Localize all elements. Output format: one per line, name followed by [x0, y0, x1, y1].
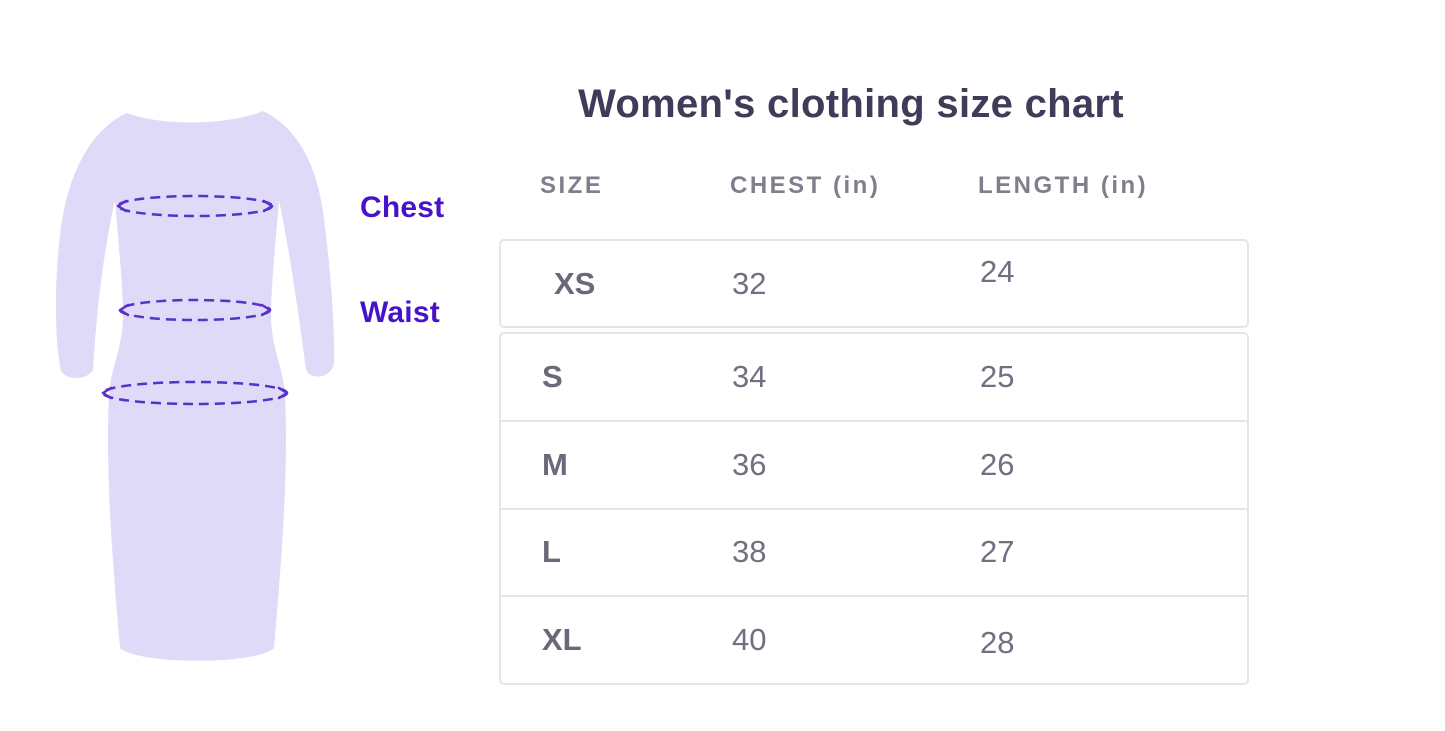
chest-cell: 34 — [732, 358, 767, 394]
size-cell: XS — [554, 265, 596, 301]
size-cell: L — [542, 534, 561, 570]
size-cell: M — [542, 446, 568, 482]
chest-cell: 32 — [732, 265, 767, 301]
size-cell: XL — [542, 622, 582, 658]
size-cell: S — [542, 358, 563, 394]
chest-cell: 38 — [732, 534, 767, 570]
column-header-length: LENGTH (in) — [978, 172, 1149, 199]
table-header: SIZE CHEST (in) LENGTH (in) — [499, 172, 1249, 200]
waist-label: Waist — [360, 296, 440, 329]
length-cell: 26 — [980, 446, 1015, 482]
column-header-chest: CHEST (in) — [730, 172, 881, 199]
length-cell: 27 — [980, 534, 1015, 570]
chest-cell: 36 — [732, 446, 767, 482]
guide-arrowheads — [101, 199, 289, 400]
length-cell: 28 — [980, 625, 1015, 661]
table-row-xl: XL 40 28 — [501, 595, 1247, 683]
chest-cell: 40 — [732, 622, 767, 658]
page-title: Women's clothing size chart — [578, 82, 1124, 126]
table-body: S 34 25 M 36 26 L 38 27 XL 40 28 — [499, 332, 1249, 685]
table-row-m: M 36 26 — [501, 419, 1247, 508]
chest-label: Chest — [360, 191, 445, 224]
dress-silhouette — [55, 111, 335, 661]
table-row-xs: XS 32 24 — [499, 239, 1249, 328]
column-header-size: SIZE — [540, 172, 604, 199]
length-cell: 24 — [980, 253, 1015, 289]
table-row: XS 32 24 — [501, 241, 1247, 326]
dress-illustration — [55, 111, 335, 661]
length-cell: 25 — [980, 358, 1015, 394]
table-row-s: S 34 25 — [501, 334, 1247, 420]
table-row-l: L 38 27 — [501, 507, 1247, 596]
